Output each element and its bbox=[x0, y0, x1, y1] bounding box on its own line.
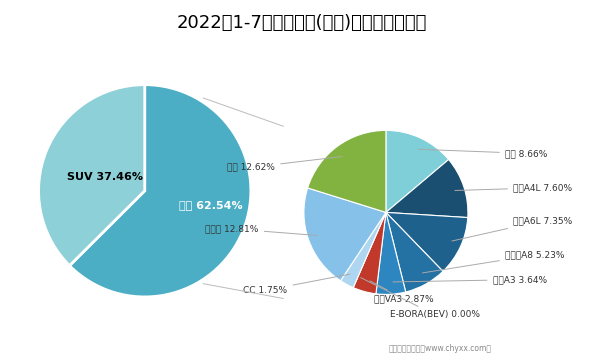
Text: 奥迪A6L 7.35%: 奥迪A6L 7.35% bbox=[452, 216, 572, 241]
Text: 轿车 62.54%: 轿车 62.54% bbox=[179, 200, 242, 210]
Wedge shape bbox=[353, 212, 386, 288]
Wedge shape bbox=[341, 212, 386, 288]
Wedge shape bbox=[69, 85, 251, 297]
Wedge shape bbox=[304, 188, 386, 281]
Wedge shape bbox=[376, 212, 406, 294]
Wedge shape bbox=[386, 212, 468, 271]
Text: SUV 37.46%: SUV 37.46% bbox=[67, 172, 143, 181]
Text: 迈腾 8.66%: 迈腾 8.66% bbox=[418, 149, 547, 158]
Wedge shape bbox=[308, 130, 386, 212]
Wedge shape bbox=[386, 212, 443, 292]
Text: 新宝来 12.81%: 新宝来 12.81% bbox=[206, 224, 317, 235]
Text: 速腾 12.62%: 速腾 12.62% bbox=[227, 157, 342, 172]
Text: CC 1.75%: CC 1.75% bbox=[244, 274, 350, 295]
Wedge shape bbox=[386, 159, 468, 217]
Text: 2022年1-7月一汽大众(轿车)销量占比统计图: 2022年1-7月一汽大众(轿车)销量占比统计图 bbox=[176, 14, 427, 32]
Text: E-BORA(BEV) 0.00%: E-BORA(BEV) 0.00% bbox=[361, 278, 480, 319]
Text: 奥迪A4L 7.60%: 奥迪A4L 7.60% bbox=[455, 183, 572, 192]
Wedge shape bbox=[39, 85, 145, 266]
Text: 高尔夫A8 5.23%: 高尔夫A8 5.23% bbox=[423, 251, 564, 273]
Wedge shape bbox=[353, 212, 386, 294]
Text: 捷达VA3 2.87%: 捷达VA3 2.87% bbox=[370, 281, 433, 303]
Text: 奥迪A3 3.64%: 奥迪A3 3.64% bbox=[393, 275, 547, 284]
Text: 制图：智研咨询（www.chyxx.com）: 制图：智研咨询（www.chyxx.com） bbox=[389, 344, 491, 353]
Wedge shape bbox=[386, 130, 449, 212]
